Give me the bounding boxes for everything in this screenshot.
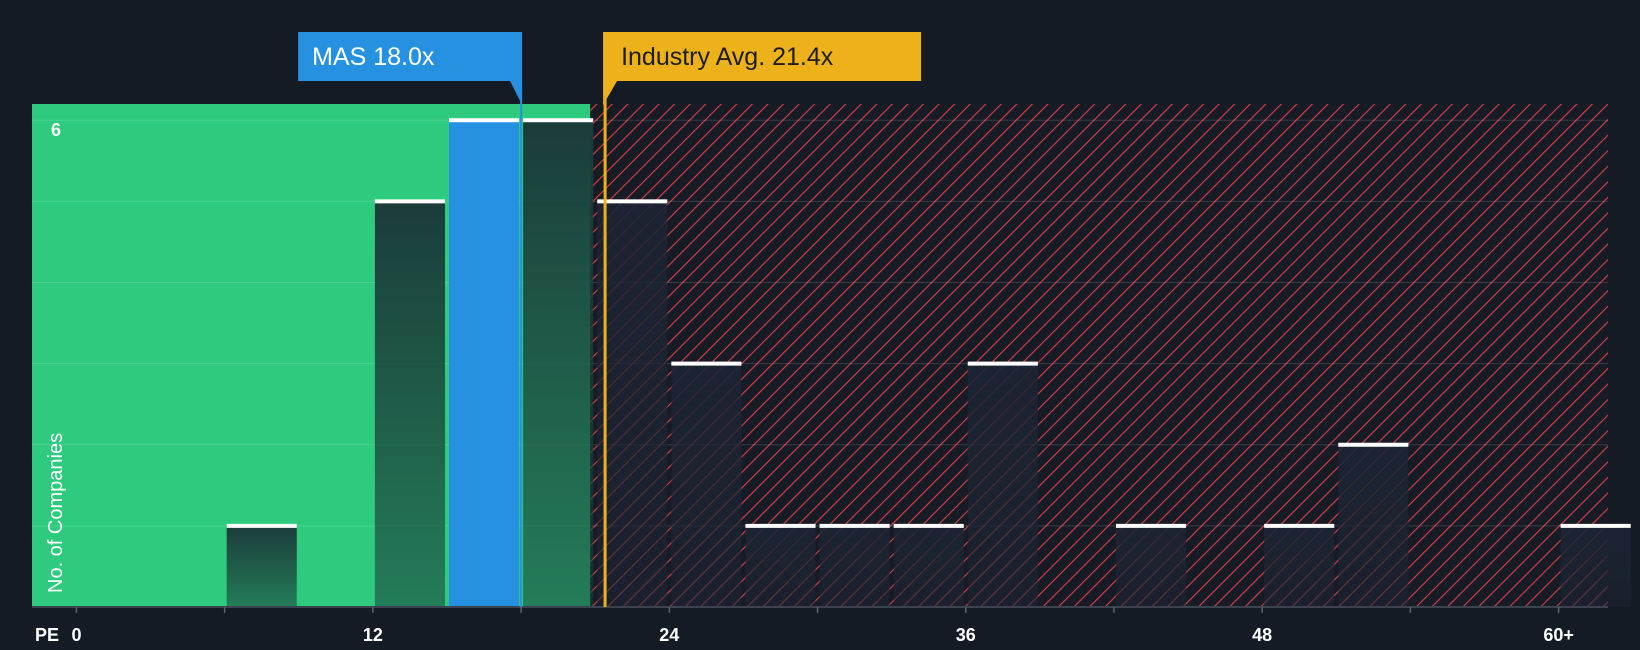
overvalued-zone	[590, 104, 1608, 607]
histogram-bar	[967, 363, 1038, 607]
industry-callout-label: Industry Avg. 21.4x	[621, 43, 834, 71]
bar-top-cap	[1338, 442, 1409, 447]
bar-top-cap	[1264, 523, 1335, 528]
industry-callout	[603, 32, 922, 105]
histogram-bar	[745, 525, 816, 607]
x-tick-label: 48	[1252, 625, 1272, 645]
x-tick-label: 24	[659, 625, 679, 645]
histogram-bar	[893, 525, 964, 607]
bar-top-cap	[523, 118, 594, 123]
bar-top-cap	[597, 199, 668, 204]
bar-top-cap	[967, 361, 1038, 366]
bar-top-cap	[745, 523, 816, 528]
histogram-bar	[597, 201, 668, 607]
x-tick-label: 36	[956, 625, 976, 645]
histogram-bar	[671, 363, 742, 607]
x-tick-label: 60+	[1543, 625, 1574, 645]
histogram-bar	[226, 525, 297, 607]
bar-top-cap	[226, 523, 297, 528]
x-axis-label: PE	[35, 625, 59, 645]
histogram-bar	[523, 120, 594, 608]
x-tick-label: 0	[71, 625, 81, 645]
y-tick-label: 6	[51, 120, 61, 140]
x-tick-label: 12	[363, 625, 383, 645]
bar-top-cap	[448, 118, 520, 123]
bar-top-cap	[893, 523, 964, 528]
y-axis-label: No. of Companies	[45, 433, 67, 593]
histogram-bar	[819, 525, 890, 607]
bar-top-cap	[374, 199, 445, 204]
histogram-bar	[448, 120, 520, 608]
bar-top-cap	[1115, 523, 1187, 528]
histogram-bar	[1560, 525, 1631, 607]
histogram-bar	[1264, 525, 1335, 607]
histogram-bar	[374, 201, 445, 607]
histogram-bar	[1115, 525, 1187, 607]
histogram-bars	[226, 118, 1631, 608]
bar-top-cap	[1560, 523, 1631, 528]
company-callout-label: MAS 18.0x	[312, 43, 435, 71]
value-markers: MAS 18.0x Industry Avg. 21.4x	[298, 32, 922, 607]
company-callout	[298, 32, 523, 105]
x-axis: 0 12 24 36 48 60+ 6	[32, 120, 1608, 645]
bar-top-cap	[671, 361, 742, 366]
bar-top-cap	[819, 523, 890, 528]
histogram-bar	[1338, 444, 1409, 607]
